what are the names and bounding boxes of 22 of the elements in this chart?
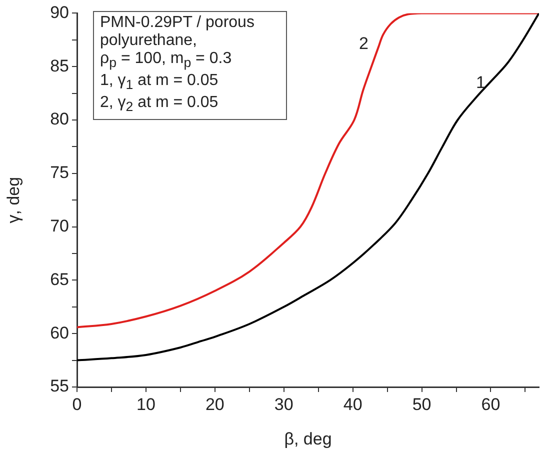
x-tick-label: 10 [136, 394, 156, 414]
annotation: 1 [476, 73, 486, 93]
y-tick-label: 60 [50, 323, 69, 342]
y-tick-label: 65 [50, 270, 69, 289]
x-axis-title: β, deg [284, 429, 332, 448]
x-tick-label: 50 [412, 394, 432, 414]
y-tick-label: 85 [50, 56, 69, 76]
x-tick-label: 0 [72, 394, 82, 414]
annotation: ρ$_{p}$ = 100, m$_{p}$ = 0.3 [100, 50, 233, 72]
y-tick-label: 70 [50, 216, 69, 236]
x-tick-label: 40 [343, 394, 362, 414]
y-tick-label: 90 [50, 2, 69, 22]
annotation: 2, γ$_{2}$ at m = 0.05 [100, 94, 220, 117]
annotation: 2 [359, 34, 368, 54]
x-tick-label: 30 [274, 394, 294, 414]
annotation: 1, γ$_{1}$ at m = 0.05 [100, 72, 220, 94]
y-tick-label: 75 [50, 163, 69, 182]
y-tick-label: 80 [50, 110, 69, 129]
x-tick-label: 20 [205, 394, 224, 414]
x-tick-label: 60 [481, 394, 500, 414]
y-tick-label: 55 [50, 376, 69, 396]
y-axis-title: γ, deg [4, 176, 23, 224]
